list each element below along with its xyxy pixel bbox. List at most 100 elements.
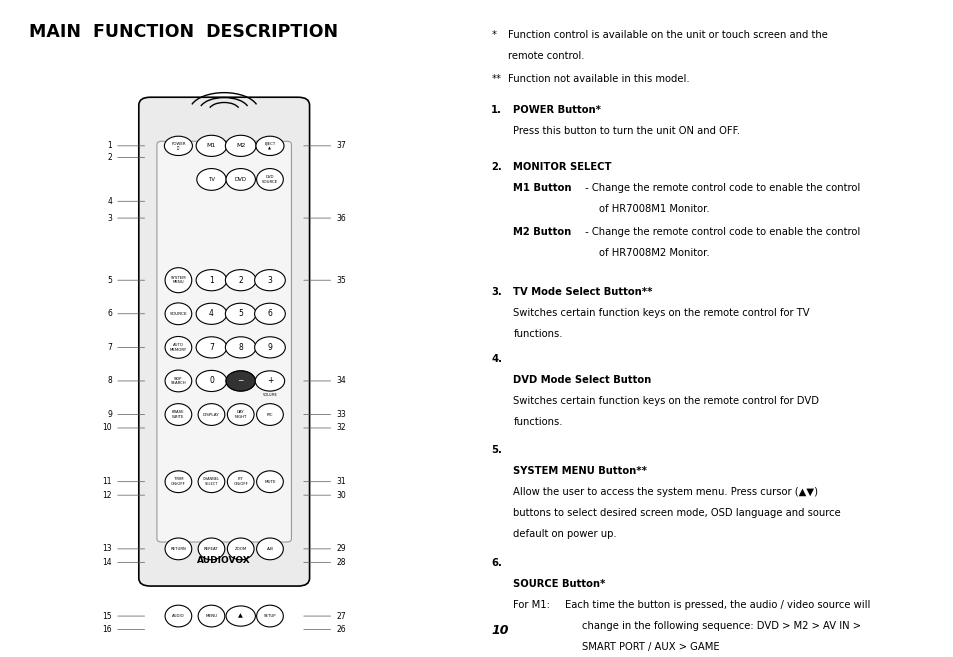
Text: MENU: MENU — [205, 614, 217, 618]
Circle shape — [225, 337, 255, 358]
Text: 31: 31 — [335, 477, 346, 486]
Text: ZOOM: ZOOM — [234, 547, 247, 551]
Ellipse shape — [227, 538, 253, 560]
Text: MONITOR SELECT: MONITOR SELECT — [513, 162, 611, 172]
Text: 34: 34 — [335, 376, 346, 386]
Text: 26: 26 — [335, 625, 346, 634]
Text: 8: 8 — [238, 343, 243, 352]
Text: 32: 32 — [335, 424, 346, 432]
Text: buttons to select desired screen mode, OSD language and source: buttons to select desired screen mode, O… — [513, 508, 841, 518]
Text: 7: 7 — [107, 343, 112, 352]
Text: 5.: 5. — [491, 445, 501, 455]
Circle shape — [164, 136, 193, 156]
Text: 3.: 3. — [491, 287, 501, 297]
Circle shape — [196, 304, 227, 325]
Text: AUTO
MEMORY: AUTO MEMORY — [170, 343, 187, 351]
Text: TRIM
ON/OFF: TRIM ON/OFF — [171, 478, 186, 486]
Text: 16: 16 — [102, 625, 112, 634]
Text: 9: 9 — [267, 343, 273, 352]
Text: Press this button to turn the unit ON and OFF.: Press this button to turn the unit ON an… — [513, 126, 740, 136]
Text: Allow the user to access the system menu. Press cursor (▲▼): Allow the user to access the system menu… — [513, 487, 818, 497]
Text: Function control is available on the unit or touch screen and the: Function control is available on the uni… — [507, 30, 826, 39]
Text: AUDIOVOX: AUDIOVOX — [197, 556, 251, 565]
Text: 11: 11 — [103, 477, 112, 486]
Text: SETUP: SETUP — [263, 614, 276, 618]
Text: SYSTEM
MENU: SYSTEM MENU — [171, 276, 186, 284]
Text: M2 Button: M2 Button — [513, 227, 571, 237]
Text: 36: 36 — [335, 214, 346, 223]
Circle shape — [196, 337, 227, 358]
Text: 13: 13 — [102, 545, 112, 553]
Text: 28: 28 — [335, 558, 345, 567]
Text: PIT
ON/OFF: PIT ON/OFF — [233, 478, 248, 486]
Text: 5: 5 — [107, 276, 112, 284]
Circle shape — [254, 304, 285, 325]
Ellipse shape — [165, 403, 192, 426]
Text: TV: TV — [208, 177, 214, 182]
Text: 4: 4 — [107, 196, 112, 206]
Circle shape — [225, 135, 255, 156]
Ellipse shape — [165, 471, 192, 493]
Text: ERASE
WRITE: ERASE WRITE — [172, 410, 185, 419]
Ellipse shape — [227, 403, 253, 426]
Text: TV Mode Select Button**: TV Mode Select Button** — [513, 287, 652, 297]
Ellipse shape — [196, 169, 226, 191]
Circle shape — [225, 269, 255, 291]
Text: EJECT
▲: EJECT ▲ — [264, 141, 275, 150]
FancyBboxPatch shape — [156, 141, 291, 542]
Text: 12: 12 — [103, 491, 112, 499]
Circle shape — [196, 135, 227, 156]
Text: *: * — [491, 30, 496, 39]
Text: **: ** — [491, 74, 500, 83]
Text: M1: M1 — [207, 143, 216, 148]
Text: SOURCE: SOURCE — [170, 312, 187, 316]
Circle shape — [196, 371, 227, 392]
FancyBboxPatch shape — [138, 97, 309, 586]
Text: 1: 1 — [209, 276, 213, 284]
Text: 10: 10 — [491, 624, 508, 637]
Text: change in the following sequence: DVD > M2 > AV IN >: change in the following sequence: DVD > … — [581, 622, 860, 631]
Text: SKIP
SEARCH: SKIP SEARCH — [171, 376, 186, 385]
Text: 1: 1 — [108, 141, 112, 150]
Ellipse shape — [165, 370, 192, 392]
Text: 33: 33 — [335, 410, 346, 419]
Text: POWER Button*: POWER Button* — [513, 105, 600, 115]
Text: SMART PORT / AUX > GAME: SMART PORT / AUX > GAME — [581, 643, 719, 652]
Text: 1.: 1. — [491, 105, 502, 115]
Text: default on power up.: default on power up. — [513, 529, 617, 539]
Text: M1 Button: M1 Button — [513, 183, 571, 193]
Text: ▲: ▲ — [238, 614, 243, 618]
Text: VOLUME: VOLUME — [262, 393, 277, 397]
Text: POWER
⏻: POWER ⏻ — [171, 141, 186, 150]
Text: 0: 0 — [209, 376, 213, 386]
Text: 7: 7 — [209, 343, 213, 352]
Ellipse shape — [226, 169, 255, 191]
Ellipse shape — [256, 538, 283, 560]
Circle shape — [226, 606, 255, 626]
Text: 3: 3 — [107, 214, 112, 223]
Text: Switches certain function keys on the remote control for DVD: Switches certain function keys on the re… — [513, 396, 819, 407]
Ellipse shape — [165, 336, 192, 358]
Text: 9: 9 — [107, 410, 112, 419]
Text: SYSTEM MENU Button**: SYSTEM MENU Button** — [513, 466, 646, 476]
Ellipse shape — [198, 471, 225, 493]
Text: 4.: 4. — [491, 354, 502, 365]
Text: RETURN: RETURN — [171, 547, 186, 551]
Ellipse shape — [165, 538, 192, 560]
Text: +: + — [267, 376, 273, 386]
Ellipse shape — [256, 403, 283, 426]
Circle shape — [225, 304, 255, 325]
Text: of HR7008M2 Monitor.: of HR7008M2 Monitor. — [598, 248, 709, 258]
Ellipse shape — [165, 267, 192, 293]
Text: 6: 6 — [107, 309, 112, 318]
Text: 2: 2 — [238, 276, 243, 284]
Text: of HR7008M1 Monitor.: of HR7008M1 Monitor. — [598, 204, 709, 214]
Ellipse shape — [227, 471, 253, 493]
Circle shape — [254, 269, 285, 291]
Text: AUDIO: AUDIO — [172, 614, 185, 618]
Circle shape — [196, 269, 227, 291]
Ellipse shape — [198, 538, 225, 560]
Text: 30: 30 — [335, 491, 346, 499]
Text: SOURCE Button*: SOURCE Button* — [513, 579, 605, 589]
Text: DISPLAY: DISPLAY — [203, 413, 219, 417]
